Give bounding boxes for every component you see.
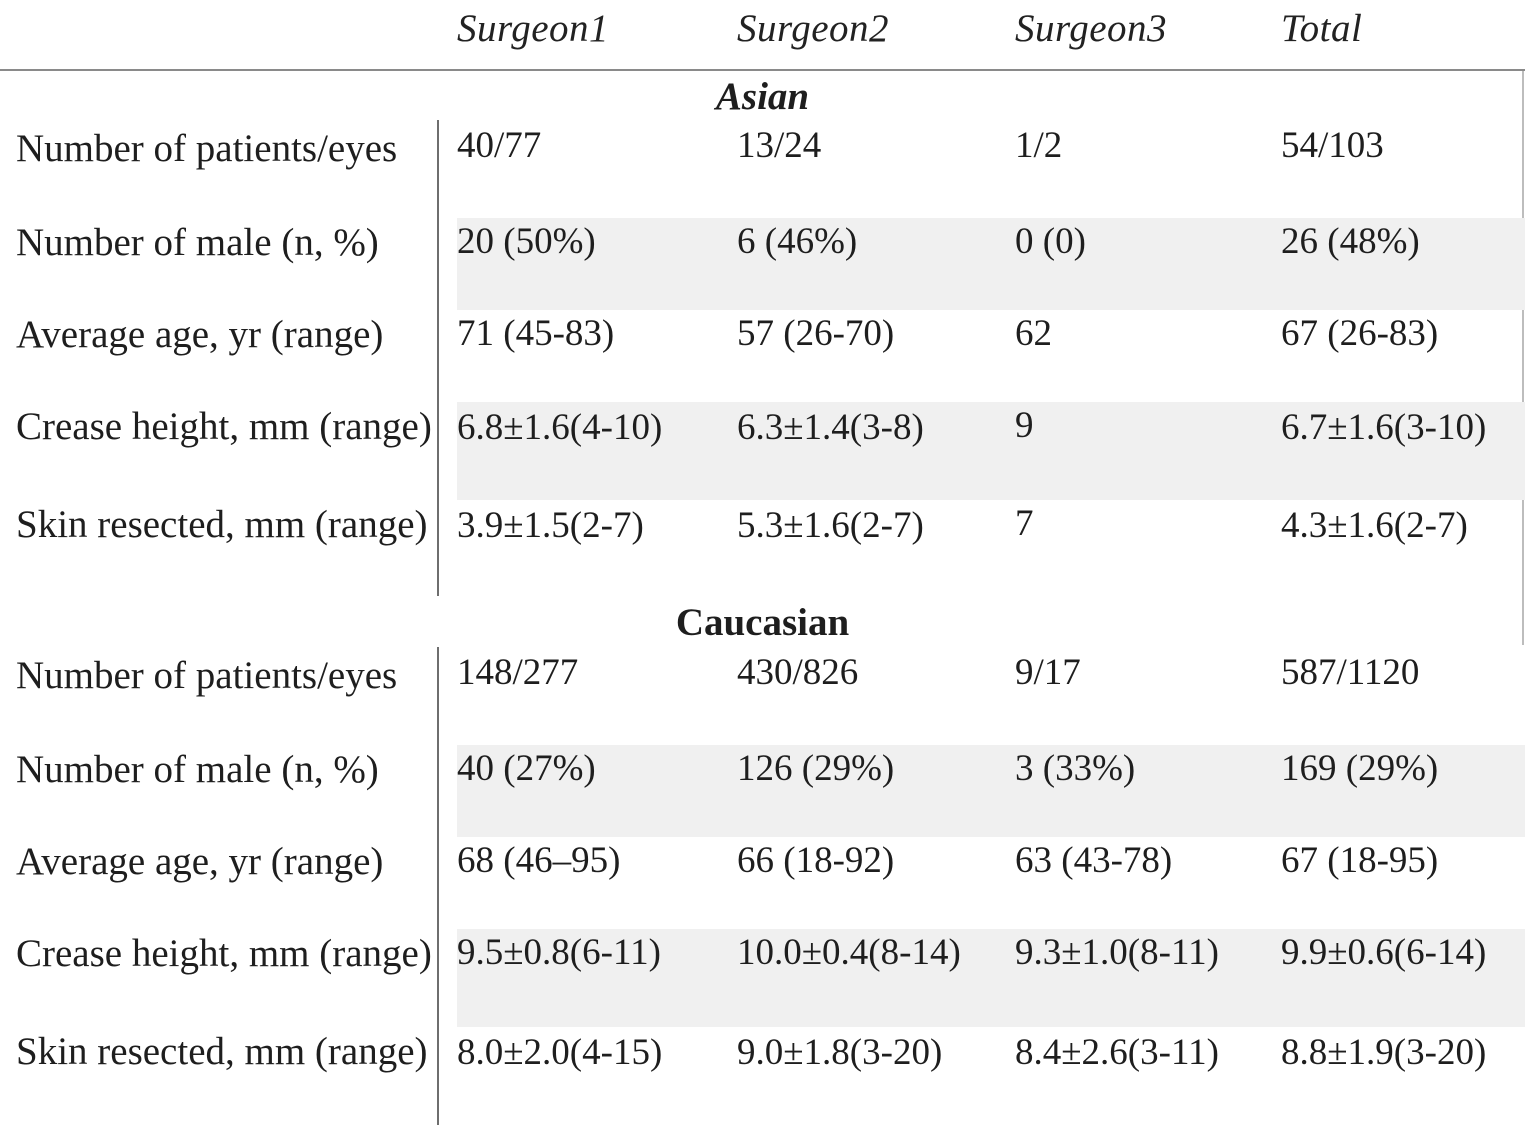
table-cell: 20 (50%): [457, 221, 596, 262]
group-title-caucasian: Caucasian: [675, 601, 850, 644]
table-row: Average age, yr (range) 71 (45-83) 57 (2…: [0, 310, 1525, 402]
column-header-surgeon3: Surgeon3: [1015, 7, 1168, 50]
group-title-asian: Asian: [715, 75, 810, 118]
table-cell: 0 (0): [1015, 221, 1086, 262]
table-row: Skin resected, mm (range) 8.0±2.0(4-15) …: [0, 1027, 1525, 1125]
table-row: Number of patients/eyes 40/77 13/24 1/2 …: [0, 120, 1525, 218]
table-cell: 62: [1015, 313, 1052, 354]
table-cell: 40/77: [457, 125, 542, 166]
group-section-caucasian: Number of patients/eyes 148/277 430/826 …: [0, 647, 1525, 1125]
column-header-surgeon2: Surgeon2: [737, 7, 890, 50]
table-cell: 71 (45-83): [457, 313, 615, 354]
row-shading: [457, 218, 1525, 310]
column-header-total: Total: [1281, 7, 1363, 50]
table-row: Number of male (n, %) 40 (27%) 126 (29%)…: [0, 745, 1525, 837]
row-shading: [457, 929, 1525, 1027]
column-divider: [437, 120, 439, 596]
row-label: Number of male (n, %): [16, 221, 379, 264]
table-row: Skin resected, mm (range) 3.9±1.5(2-7) 5…: [0, 500, 1525, 596]
table-row: Crease height, mm (range) 6.8±1.6(4-10) …: [0, 402, 1525, 500]
table-row: Number of male (n, %) 20 (50%) 6 (46%) 0…: [0, 218, 1525, 310]
table-cell: 6.7±1.6(3-10): [1281, 407, 1487, 448]
row-label: Number of male (n, %): [16, 748, 379, 791]
table-cell: 67 (26-83): [1281, 313, 1439, 354]
table-cell: 63 (43-78): [1015, 840, 1173, 881]
table-cell: 126 (29%): [737, 748, 895, 789]
table-cell: 430/826: [737, 652, 859, 693]
table-cell: 5.3±1.6(2-7): [737, 505, 924, 546]
group-section-asian: Number of patients/eyes 40/77 13/24 1/2 …: [0, 120, 1525, 596]
column-divider: [437, 647, 439, 1125]
right-border: [1522, 71, 1524, 645]
row-label: Number of patients/eyes: [16, 127, 398, 170]
table-cell: 9.9±0.6(6-14): [1281, 932, 1487, 973]
table-cell: 3.9±1.5(2-7): [457, 505, 644, 546]
table-cell: 8.0±2.0(4-15): [457, 1032, 663, 1073]
row-label: Number of patients/eyes: [16, 654, 398, 697]
table-row: Average age, yr (range) 68 (46–95) 66 (1…: [0, 837, 1525, 929]
table-row: Crease height, mm (range) 9.5±0.8(6-11) …: [0, 929, 1525, 1027]
table-cell: 4.3±1.6(2-7): [1281, 505, 1468, 546]
table-cell: 40 (27%): [457, 748, 596, 789]
table-cell: 8.4±2.6(3-11): [1015, 1032, 1219, 1073]
table-cell: 587/1120: [1281, 652, 1420, 693]
table-cell: 9/17: [1015, 652, 1081, 693]
row-label: Average age, yr (range): [16, 840, 384, 883]
table-cell: 9: [1015, 405, 1034, 446]
table-cell: 8.8±1.9(3-20): [1281, 1032, 1487, 1073]
table-header: Surgeon1 Surgeon2 Surgeon3 Total: [0, 0, 1525, 70]
table-cell: 6.8±1.6(4-10): [457, 407, 663, 448]
table-cell: 169 (29%): [1281, 748, 1439, 789]
header-divider: [0, 69, 1525, 71]
row-label: Crease height, mm (range): [16, 932, 432, 975]
table-cell: 26 (48%): [1281, 221, 1420, 262]
row-shading: [457, 745, 1525, 837]
column-header-surgeon1: Surgeon1: [457, 7, 610, 50]
table-cell: 67 (18-95): [1281, 840, 1439, 881]
table-cell: 3 (33%): [1015, 748, 1136, 789]
table-cell: 9.3±1.0(8-11): [1015, 932, 1219, 973]
row-label: Skin resected, mm (range): [16, 503, 428, 546]
table-cell: 6 (46%): [737, 221, 858, 262]
table-cell: 66 (18-92): [737, 840, 895, 881]
table-cell: 7: [1015, 503, 1034, 544]
table-cell: 10.0±0.4(8-14): [737, 932, 961, 973]
table-cell: 68 (46–95): [457, 840, 621, 881]
table-cell: 13/24: [737, 125, 822, 166]
table-cell: 54/103: [1281, 125, 1384, 166]
table-cell: 148/277: [457, 652, 579, 693]
table-cell: 9.0±1.8(3-20): [737, 1032, 943, 1073]
table-cell: 1/2: [1015, 125, 1063, 166]
table-cell: 6.3±1.4(3-8): [737, 407, 924, 448]
table-cell: 9.5±0.8(6-11): [457, 932, 661, 973]
table-cell: 57 (26-70): [737, 313, 895, 354]
row-label: Crease height, mm (range): [16, 405, 432, 448]
row-shading: [457, 402, 1525, 500]
row-label: Average age, yr (range): [16, 313, 384, 356]
row-label: Skin resected, mm (range): [16, 1030, 428, 1073]
table-row: Number of patients/eyes 148/277 430/826 …: [0, 647, 1525, 745]
